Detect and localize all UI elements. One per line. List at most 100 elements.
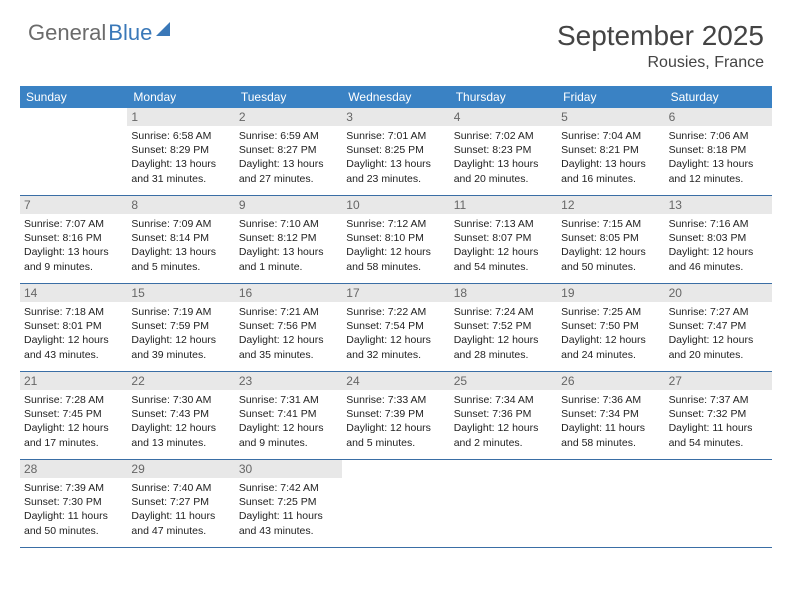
day-info: Sunrise: 6:58 AMSunset: 8:29 PMDaylight:… bbox=[131, 129, 230, 186]
day-number bbox=[665, 460, 772, 464]
sunrise-text: Sunrise: 7:16 AM bbox=[669, 217, 768, 231]
day-info: Sunrise: 7:30 AMSunset: 7:43 PMDaylight:… bbox=[131, 393, 230, 450]
day-info: Sunrise: 7:01 AMSunset: 8:25 PMDaylight:… bbox=[346, 129, 445, 186]
calendar-cell: 2 Sunrise: 6:59 AMSunset: 8:27 PMDaylight… bbox=[235, 108, 342, 196]
sunset-text: Sunset: 7:43 PM bbox=[131, 407, 230, 421]
calendar-week-row: 28 Sunrise: 7:39 AMSunset: 7:30 PM Dayligh… bbox=[20, 460, 772, 548]
day-info: Sunrise: 7:40 AMSunset: 7:27 PMDaylight:… bbox=[131, 481, 230, 538]
day-number: 20 bbox=[665, 284, 772, 302]
sunset-text: Sunset: 7:30 PM bbox=[24, 495, 123, 509]
day-number: 28 bbox=[20, 460, 127, 478]
calendar-cell: 25Sunrise: 7:34 AMSunset: 7:36 PMDayligh… bbox=[450, 372, 557, 460]
daylight-text: Daylight: 13 hours and 16 minutes. bbox=[561, 157, 660, 185]
sunrise-text: Sunrise: 7:04 AM bbox=[561, 129, 660, 143]
sunrise-text: Sunrise: 7:25 AM bbox=[561, 305, 660, 319]
sunset-text: Sunset: 7:41 PM bbox=[239, 407, 338, 421]
daylight-text: Daylight: 12 hours and 46 minutes. bbox=[669, 245, 768, 273]
day-number bbox=[20, 108, 127, 112]
daylight-text: Daylight: 13 hours and 23 minutes. bbox=[346, 157, 445, 185]
calendar-cell-empty bbox=[450, 460, 557, 548]
calendar-cell: 24Sunrise: 7:33 AMSunset: 7:39 PMDayligh… bbox=[342, 372, 449, 460]
day-number: 14 bbox=[20, 284, 127, 302]
sunrise-text: Sunrise: 7:34 AM bbox=[454, 393, 553, 407]
day-number: 29 bbox=[127, 460, 234, 478]
month-title: September 2025 bbox=[557, 20, 764, 52]
calendar-cell: 11Sunrise: 7:13 AMSunset: 8:07 PMDayligh… bbox=[450, 196, 557, 284]
calendar-cell: 4Sunrise: 7:02 AMSunset: 8:23 PMDaylight… bbox=[450, 108, 557, 196]
sunrise-text: Sunrise: 7:42 AM bbox=[239, 481, 338, 495]
day-info: Sunrise: 7:18 AMSunset: 8:01 PMDaylight:… bbox=[24, 305, 123, 362]
weekday-header: Saturday bbox=[665, 86, 772, 108]
sunrise-text: Sunrise: 7:13 AM bbox=[454, 217, 553, 231]
sunrise-text: Sunrise: 7:10 AM bbox=[239, 217, 338, 231]
day-info: Sunrise: 7:31 AMSunset: 7:41 PMDaylight:… bbox=[239, 393, 338, 450]
calendar-cell: 14 Sunrise: 7:18 AMSunset: 8:01 PMDayligh… bbox=[20, 284, 127, 372]
sunset-text: Sunset: 8:12 PM bbox=[239, 231, 338, 245]
day-number: 5 bbox=[557, 108, 664, 126]
day-info: Sunrise: 7:25 AMSunset: 7:50 PMDaylight:… bbox=[561, 305, 660, 362]
sunrise-text: Sunrise: 7:19 AM bbox=[131, 305, 230, 319]
day-info: Sunrise: 7:27 AMSunset: 7:47 PMDaylight:… bbox=[669, 305, 768, 362]
sunrise-text: Sunrise: 7:37 AM bbox=[669, 393, 768, 407]
day-info: Sunrise: 7:09 AMSunset: 8:14 PMDaylight:… bbox=[131, 217, 230, 274]
calendar-cell: 19 Sunrise: 7:25 AMSunset: 7:50 PMDayligh… bbox=[557, 284, 664, 372]
daylight-text: Daylight: 12 hours and 43 minutes. bbox=[24, 333, 123, 361]
calendar-weeks: 1Sunrise: 6:58 AMSunset: 8:29 PMDaylight… bbox=[20, 108, 772, 548]
day-number: 10 bbox=[342, 196, 449, 214]
calendar-week-row: 21Sunrise: 7:28 AMSunset: 7:45 PMDayligh… bbox=[20, 372, 772, 460]
calendar-cell: 29 Sunrise: 7:40 AMSunset: 7:27 PMDayligh… bbox=[127, 460, 234, 548]
daylight-text: Daylight: 12 hours and 35 minutes. bbox=[239, 333, 338, 361]
day-number: 13 bbox=[665, 196, 772, 214]
sunset-text: Sunset: 7:56 PM bbox=[239, 319, 338, 333]
sunset-text: Sunset: 7:45 PM bbox=[24, 407, 123, 421]
day-number: 15 bbox=[127, 284, 234, 302]
sunset-text: Sunset: 8:27 PM bbox=[239, 143, 338, 157]
calendar-cell: 15Sunrise: 7:19 AMSunset: 7:59 PMDayligh… bbox=[127, 284, 234, 372]
sunrise-text: Sunrise: 7:01 AM bbox=[346, 129, 445, 143]
daylight-text: Daylight: 12 hours and 32 minutes. bbox=[346, 333, 445, 361]
weekday-header: Monday bbox=[127, 86, 234, 108]
calendar-cell: 26 Sunrise: 7:36 AMSunset: 7:34 PMDayligh… bbox=[557, 372, 664, 460]
sunrise-text: Sunrise: 7:07 AM bbox=[24, 217, 123, 231]
calendar-cell: 10Sunrise: 7:12 AMSunset: 8:10 PMDayligh… bbox=[342, 196, 449, 284]
calendar-cell: 22 Sunrise: 7:30 AMSunset: 7:43 PMDayligh… bbox=[127, 372, 234, 460]
day-info: Sunrise: 7:15 AMSunset: 8:05 PMDaylight:… bbox=[561, 217, 660, 274]
calendar-cell: 7Sunrise: 7:07 AMSunset: 8:16 PMDaylight… bbox=[20, 196, 127, 284]
daylight-text: Daylight: 11 hours and 47 minutes. bbox=[131, 509, 230, 537]
day-number: 26 bbox=[557, 372, 664, 390]
sunset-text: Sunset: 8:07 PM bbox=[454, 231, 553, 245]
day-number: 24 bbox=[342, 372, 449, 390]
day-info: Sunrise: 7:06 AMSunset: 8:18 PMDaylight:… bbox=[669, 129, 768, 186]
calendar-cell: 21Sunrise: 7:28 AMSunset: 7:45 PMDayligh… bbox=[20, 372, 127, 460]
day-info: Sunrise: 7:21 AMSunset: 7:56 PMDaylight:… bbox=[239, 305, 338, 362]
day-number: 22 bbox=[127, 372, 234, 390]
day-number: 3 bbox=[342, 108, 449, 126]
day-number: 19 bbox=[557, 284, 664, 302]
sunrise-text: Sunrise: 6:59 AM bbox=[239, 129, 338, 143]
calendar-cell: 8Sunrise: 7:09 AMSunset: 8:14 PMDaylight… bbox=[127, 196, 234, 284]
sunset-text: Sunset: 7:50 PM bbox=[561, 319, 660, 333]
daylight-text: Daylight: 12 hours and 9 minutes. bbox=[239, 421, 338, 449]
sunrise-text: Sunrise: 7:36 AM bbox=[561, 393, 660, 407]
day-info: Sunrise: 7:36 AMSunset: 7:34 PMDaylight:… bbox=[561, 393, 660, 450]
daylight-text: Daylight: 12 hours and 39 minutes. bbox=[131, 333, 230, 361]
weekday-header-row: SundayMondayTuesdayWednesdayThursdayFrid… bbox=[20, 86, 772, 108]
daylight-text: Daylight: 13 hours and 27 minutes. bbox=[239, 157, 338, 185]
day-number: 2 bbox=[235, 108, 342, 126]
sunrise-text: Sunrise: 6:58 AM bbox=[131, 129, 230, 143]
calendar-cell-empty bbox=[342, 460, 449, 548]
day-info: Sunrise: 6:59 AMSunset: 8:27 PMDaylight:… bbox=[239, 129, 338, 186]
sunrise-text: Sunrise: 7:39 AM bbox=[24, 481, 123, 495]
day-number: 23 bbox=[235, 372, 342, 390]
sunset-text: Sunset: 8:10 PM bbox=[346, 231, 445, 245]
daylight-text: Daylight: 13 hours and 12 minutes. bbox=[669, 157, 768, 185]
sunset-text: Sunset: 7:39 PM bbox=[346, 407, 445, 421]
sunrise-text: Sunrise: 7:15 AM bbox=[561, 217, 660, 231]
sunset-text: Sunset: 7:32 PM bbox=[669, 407, 768, 421]
calendar-cell: 27Sunrise: 7:37 AMSunset: 7:32 PMDayligh… bbox=[665, 372, 772, 460]
weekday-header: Sunday bbox=[20, 86, 127, 108]
daylight-text: Daylight: 12 hours and 20 minutes. bbox=[669, 333, 768, 361]
calendar-cell: 28Sunrise: 7:39 AMSunset: 7:30 PMDayligh… bbox=[20, 460, 127, 548]
calendar-cell-empty bbox=[665, 460, 772, 548]
day-number bbox=[342, 460, 449, 464]
